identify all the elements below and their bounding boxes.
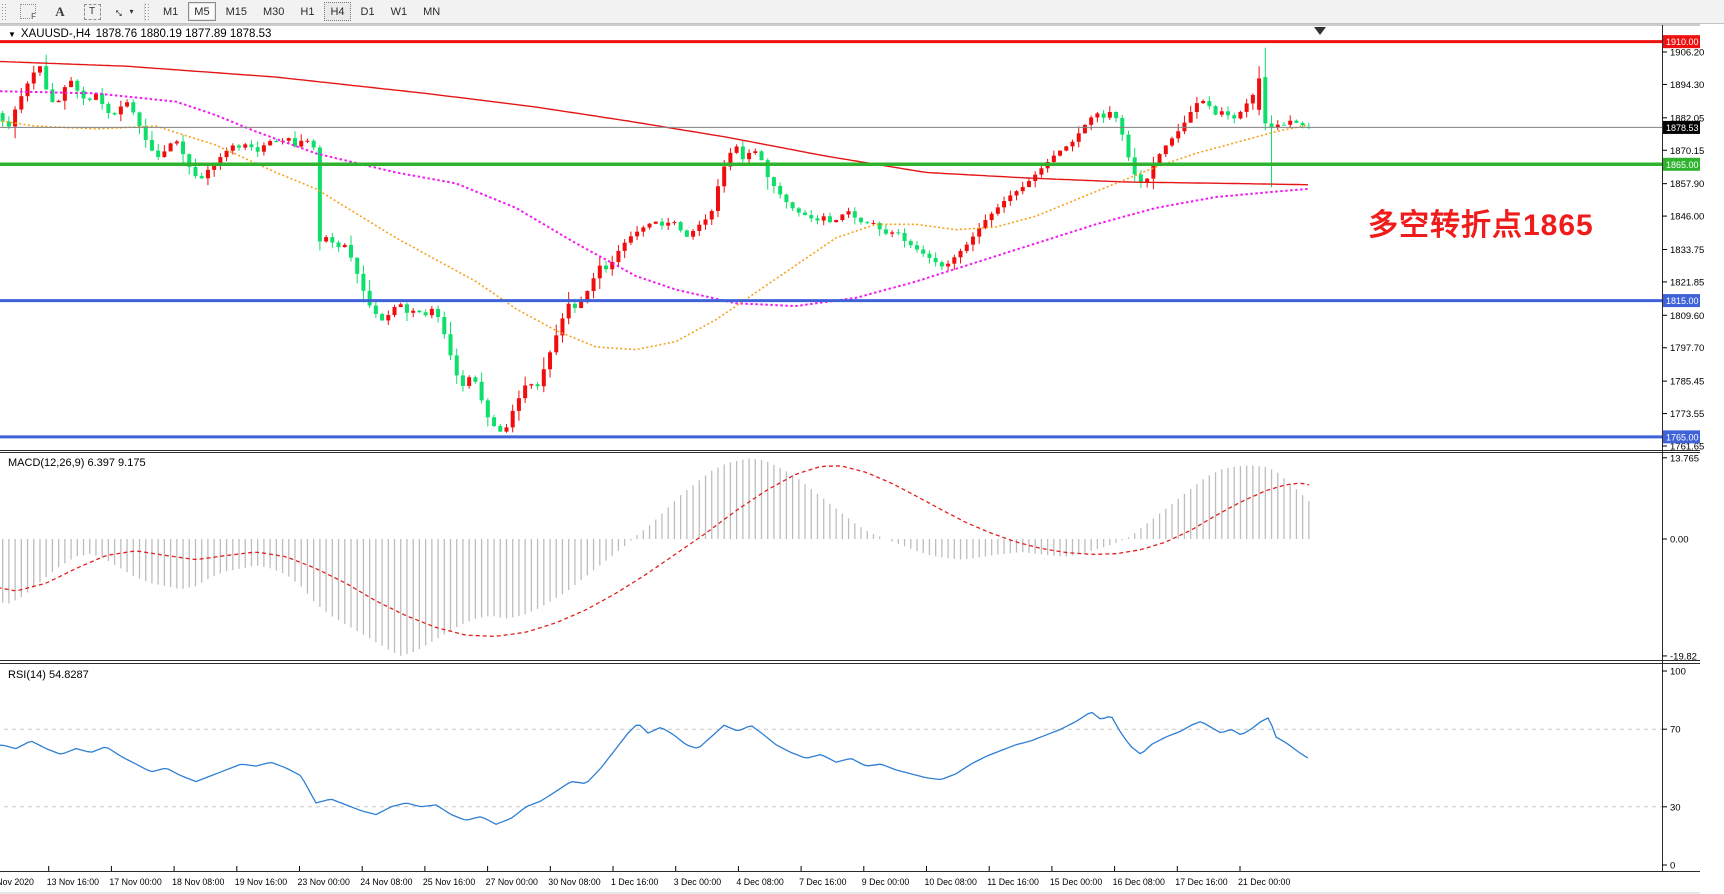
svg-text:1821.85: 1821.85 — [1670, 277, 1704, 288]
price-tag-1815.00 — [1663, 294, 1700, 308]
svg-text:1870.15: 1870.15 — [1670, 146, 1704, 157]
svg-text:1815.00: 1815.00 — [1666, 296, 1699, 306]
toolbar-separator — [144, 2, 151, 21]
timeframe-button-h4[interactable]: H4 — [324, 2, 351, 21]
timeframe-button-m5[interactable]: M5 — [188, 2, 216, 21]
timeframe-button-m30[interactable]: M30 — [257, 2, 290, 21]
letter-a-icon: A — [55, 3, 65, 19]
candlesticks — [0, 47, 1311, 433]
toolbar-drag-handle[interactable] — [1, 2, 8, 21]
svg-text:30: 30 — [1670, 802, 1681, 813]
diagonal-arrows-icon: ↔ — [111, 1, 131, 22]
timeframe-button-mn[interactable]: MN — [417, 2, 446, 21]
svg-text:27 Nov 00:00: 27 Nov 00:00 — [486, 877, 538, 887]
price-tag-1765.00 — [1663, 430, 1700, 444]
svg-text:1765.00: 1765.00 — [1666, 432, 1699, 442]
svg-text:1773.55: 1773.55 — [1670, 409, 1704, 420]
svg-text:1878.53: 1878.53 — [1666, 123, 1699, 133]
macd-histogram — [2, 458, 1310, 656]
svg-text:1846.00: 1846.00 — [1670, 212, 1704, 223]
svg-text:19 Nov 16:00: 19 Nov 16:00 — [235, 877, 287, 887]
svg-text:10 Dec 08:00: 10 Dec 08:00 — [925, 877, 977, 887]
grid-icon: F — [20, 4, 36, 21]
timeframe-button-h1[interactable]: H1 — [294, 2, 320, 21]
svg-text:30 Nov 08:00: 30 Nov 08:00 — [548, 877, 600, 887]
horizontal-levels — [0, 40, 1662, 439]
svg-text:18 Nov 08:00: 18 Nov 08:00 — [172, 877, 224, 887]
timeframe-button-m1[interactable]: M1 — [157, 2, 184, 21]
svg-text:17 Dec 16:00: 17 Dec 16:00 — [1175, 877, 1227, 887]
svg-text:1906.20: 1906.20 — [1670, 48, 1704, 59]
svg-text:1865.00: 1865.00 — [1666, 160, 1699, 170]
svg-text:16 Dec 08:00: 16 Dec 08:00 — [1113, 877, 1165, 887]
svg-text:1857.90: 1857.90 — [1670, 179, 1704, 190]
rsi-guide-lines — [0, 728, 1662, 808]
svg-text:1833.75: 1833.75 — [1670, 245, 1704, 256]
moving-averages — [0, 60, 1309, 351]
grid-icon-label: F — [31, 12, 36, 21]
chart-shift-marker-icon — [1314, 27, 1326, 35]
timeframe-button-d1[interactable]: D1 — [355, 2, 381, 21]
svg-text:0.00: 0.00 — [1670, 535, 1689, 546]
macd-signal-line — [0, 465, 1310, 637]
text-label-button[interactable]: A — [45, 1, 75, 23]
svg-text:1797.70: 1797.70 — [1670, 343, 1704, 354]
time-axis: 12 Nov 2020 13 Nov 16:00 17 Nov 00:00 18 No… — [0, 866, 1290, 887]
text-box-button[interactable]: T — [77, 1, 107, 23]
svg-text:9 Dec 00:00: 9 Dec 00:00 — [862, 877, 910, 887]
svg-text:7 Dec 16:00: 7 Dec 16:00 — [799, 877, 847, 887]
svg-text:70: 70 — [1670, 725, 1681, 736]
svg-text:23 Nov 00:00: 23 Nov 00:00 — [298, 877, 350, 887]
svg-text:100: 100 — [1670, 667, 1686, 678]
timeframe-button-m15[interactable]: M15 — [220, 2, 253, 21]
svg-text:1761.65: 1761.65 — [1670, 441, 1704, 452]
price-tag-1910.00 — [1663, 35, 1700, 49]
drawing-tools-button[interactable]: ↔ ▾ — [109, 1, 139, 23]
boxed-t-icon: T — [83, 3, 101, 20]
svg-text:0: 0 — [1670, 861, 1675, 872]
chart-canvas[interactable]: 1906.20 1894.30 1882.05 1870.15 1857.90 1846.… — [0, 24, 1724, 894]
svg-text:3 Dec 00:00: 3 Dec 00:00 — [674, 877, 722, 887]
chevron-down-icon: ▾ — [129, 7, 134, 16]
svg-text:-19.82: -19.82 — [1670, 651, 1697, 662]
timeframe-button-w1[interactable]: W1 — [385, 2, 414, 21]
svg-text:13 Nov 16:00: 13 Nov 16:00 — [47, 877, 99, 887]
svg-text:11 Dec 16:00: 11 Dec 16:00 — [987, 877, 1039, 887]
ma-red-line — [0, 60, 1308, 186]
svg-text:17 Nov 00:00: 17 Nov 00:00 — [109, 877, 161, 887]
svg-text:13.765: 13.765 — [1670, 453, 1699, 464]
pane-borders — [0, 24, 1700, 894]
price-tag-1878.53 — [1663, 120, 1700, 134]
svg-text:1785.45: 1785.45 — [1670, 377, 1704, 388]
ma-magenta-line — [0, 90, 1309, 308]
ma-orange-line — [0, 120, 1309, 351]
price-axis: 1906.20 1894.30 1882.05 1870.15 1857.90 1846.… — [1662, 35, 1704, 872]
svg-text:1 Dec 16:00: 1 Dec 16:00 — [611, 877, 659, 887]
toolbar: F A T ↔ ▾ M1 M5 M15 M30 H1 H4 D1 W1 MN — [0, 0, 1724, 24]
chart-area[interactable]: 1906.20 1894.30 1882.05 1870.15 1857.90 1846.… — [0, 24, 1724, 894]
svg-text:12 Nov 2020: 12 Nov 2020 — [0, 877, 34, 887]
svg-text:25 Nov 16:00: 25 Nov 16:00 — [423, 877, 475, 887]
price-tag-1865.00 — [1663, 157, 1700, 171]
svg-text:15 Dec 00:00: 15 Dec 00:00 — [1050, 877, 1102, 887]
svg-text:21 Dec 00:00: 21 Dec 00:00 — [1238, 877, 1290, 887]
svg-text:4 Dec 08:00: 4 Dec 08:00 — [736, 877, 784, 887]
rsi-line — [0, 711, 1309, 826]
svg-text:24 Nov 08:00: 24 Nov 08:00 — [360, 877, 412, 887]
svg-text:1910.00: 1910.00 — [1666, 37, 1699, 47]
svg-text:1894.30: 1894.30 — [1670, 80, 1704, 91]
svg-text:1882.05: 1882.05 — [1670, 113, 1704, 124]
indicators-grid-button[interactable]: F — [13, 1, 43, 23]
svg-text:1809.60: 1809.60 — [1670, 311, 1704, 322]
